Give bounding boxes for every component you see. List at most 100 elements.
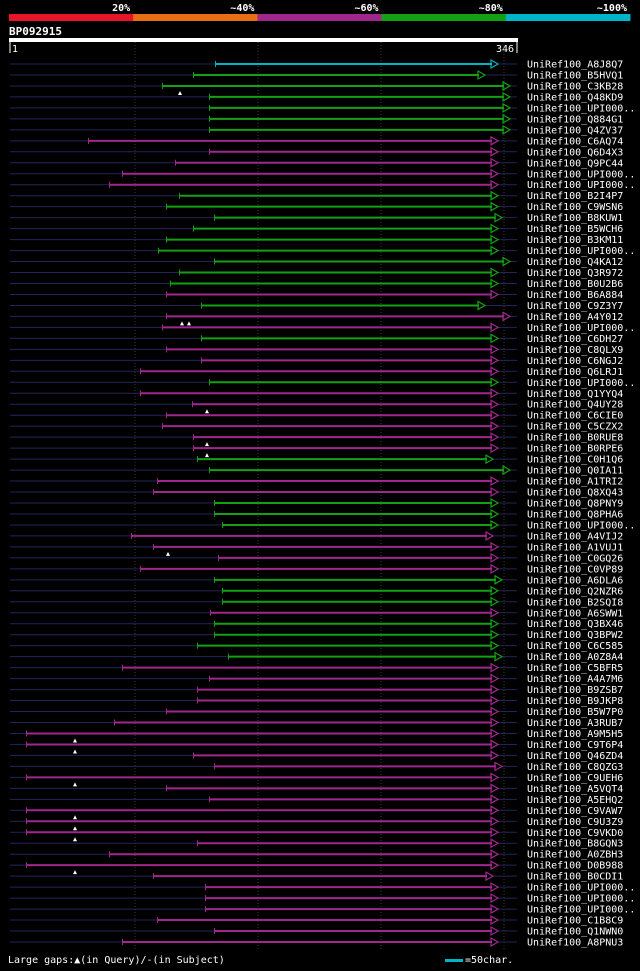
hit-row[interactable]: UniRef100_C6NGJ2 <box>10 355 623 367</box>
hit-label[interactable]: UniRef100_B5HVQ1 <box>527 70 623 81</box>
hit-row[interactable]: UniRef100_UPI000.. <box>10 322 635 334</box>
hit-row[interactable]: UniRef100_UPI000.. <box>10 245 635 257</box>
hit-row[interactable]: UniRef100_A8J8Q7 <box>10 58 623 71</box>
hit-row[interactable]: UniRef100_D0B988 <box>10 860 623 872</box>
hit-label[interactable]: UniRef100_Q1NWN0 <box>527 927 623 938</box>
hit-label[interactable]: UniRef100_B9ZSB7 <box>527 685 623 696</box>
hit-label[interactable]: UniRef100_Q2NZR6 <box>527 586 623 597</box>
hit-label[interactable]: UniRef100_B8KUW1 <box>527 213 623 224</box>
hit-label[interactable]: UniRef100_Q0IA11 <box>527 466 623 477</box>
hit-label[interactable]: UniRef100_C9U3Z9 <box>527 817 623 828</box>
hit-row[interactable]: UniRef100_C3KB28 <box>10 80 623 92</box>
hit-row[interactable]: UniRef100_C9Z3Y7 <box>10 300 623 312</box>
hit-row[interactable]: UniRef100_Q3BPW2 <box>10 629 623 641</box>
hit-row[interactable]: UniRef100_C9VKD0 <box>10 827 623 839</box>
hit-label[interactable]: UniRef100_Q6D4X3 <box>527 147 623 158</box>
hit-row[interactable]: UniRef100_Q2NZR6 <box>10 585 623 597</box>
hit-label[interactable]: UniRef100_C5CZX2 <box>527 422 623 433</box>
hit-label[interactable]: UniRef100_A8J8Q7 <box>527 60 623 71</box>
hit-label[interactable]: UniRef100_C0GQ26 <box>527 553 623 564</box>
hit-row[interactable]: UniRef100_C9T6P4 <box>10 739 623 751</box>
hit-label[interactable]: UniRef100_B2SQI8 <box>527 597 623 608</box>
hit-row[interactable]: UniRef100_UPI000.. <box>10 519 635 531</box>
hit-row[interactable]: UniRef100_A0Z8A4 <box>10 651 623 663</box>
hit-label[interactable]: UniRef100_Q8XQ43 <box>527 488 623 499</box>
hit-label[interactable]: UniRef100_Q8PHA6 <box>527 509 623 520</box>
hit-label[interactable]: UniRef100_UPI000.. <box>527 103 635 114</box>
hit-label[interactable]: UniRef100_Q884G1 <box>527 114 623 125</box>
hit-row[interactable]: UniRef100_B8KUW1 <box>10 212 623 224</box>
hit-row[interactable]: UniRef100_A1VUJ1 <box>10 541 623 553</box>
hit-row[interactable]: UniRef100_Q6LRJ1 <box>10 366 623 378</box>
hit-label[interactable]: UniRef100_Q4KA12 <box>527 257 623 268</box>
hit-label[interactable]: UniRef100_C8QZG3 <box>527 762 623 773</box>
hit-label[interactable]: UniRef100_Q3BPW2 <box>527 630 623 641</box>
hit-row[interactable]: UniRef100_A9M5H5 <box>10 728 623 740</box>
hit-row[interactable]: UniRef100_C9WSN6 <box>10 201 623 213</box>
hit-row[interactable]: UniRef100_Q48KD9 <box>10 91 623 103</box>
hit-row[interactable]: UniRef100_UPI000.. <box>10 904 635 916</box>
hit-label[interactable]: UniRef100_B0RUE8 <box>527 433 623 444</box>
hit-label[interactable]: UniRef100_C9VAW7 <box>527 806 623 817</box>
hit-label[interactable]: UniRef100_B8GQN3 <box>527 839 623 850</box>
hit-row[interactable]: UniRef100_B8GQN3 <box>10 838 623 850</box>
hit-label[interactable]: UniRef100_C6NGJ2 <box>527 356 623 367</box>
hit-row[interactable]: UniRef100_Q4KA12 <box>10 256 623 268</box>
hit-row[interactable]: UniRef100_B5HVQ1 <box>10 69 623 81</box>
hit-label[interactable]: UniRef100_C0VP89 <box>527 564 623 575</box>
hit-row[interactable]: UniRef100_Q0IA11 <box>10 465 623 477</box>
hit-row[interactable]: UniRef100_C1B8C9 <box>10 915 623 927</box>
hit-label[interactable]: UniRef100_C6AQ74 <box>527 136 623 147</box>
hit-row[interactable]: UniRef100_C9U3Z9 <box>10 816 623 828</box>
hit-label[interactable]: UniRef100_B2I4P7 <box>527 191 623 202</box>
hit-label[interactable]: UniRef100_B0U2B6 <box>527 279 623 290</box>
hit-row[interactable]: UniRef100_UPI000.. <box>10 179 635 191</box>
hit-label[interactable]: UniRef100_B0RPE6 <box>527 444 623 455</box>
hit-label[interactable]: UniRef100_B0CDI1 <box>527 872 623 883</box>
hit-label[interactable]: UniRef100_C0H1Q6 <box>527 455 623 466</box>
hit-label[interactable]: UniRef100_A0Z8A4 <box>527 652 623 663</box>
hit-label[interactable]: UniRef100_Q48KD9 <box>527 92 623 103</box>
hit-row[interactable]: UniRef100_C0H1Q6 <box>10 454 623 466</box>
hit-label[interactable]: UniRef100_UPI000.. <box>527 180 635 191</box>
hit-label[interactable]: UniRef100_C9UEH6 <box>527 773 623 784</box>
hit-label[interactable]: UniRef100_C8QLX9 <box>527 345 623 356</box>
hit-label[interactable]: UniRef100_B5WCH6 <box>527 224 623 235</box>
hit-row[interactable]: UniRef100_B0CDI1 <box>10 871 623 883</box>
hit-label[interactable]: UniRef100_C9T6P4 <box>527 740 623 751</box>
hit-label[interactable]: UniRef100_B9JKP8 <box>527 696 623 707</box>
hit-label[interactable]: UniRef100_A5VQT4 <box>527 784 623 795</box>
hit-row[interactable]: UniRef100_C0VP89 <box>10 563 623 575</box>
hit-row[interactable]: UniRef100_A1TRI2 <box>10 476 623 488</box>
hit-row[interactable]: UniRef100_UPI000.. <box>10 102 635 114</box>
hit-row[interactable]: UniRef100_A4VIJ2 <box>10 530 623 542</box>
hit-label[interactable]: UniRef100_A4A7M6 <box>527 674 623 685</box>
hit-label[interactable]: UniRef100_B5W7P0 <box>527 707 623 718</box>
hit-row[interactable]: UniRef100_Q4UY28 <box>10 399 623 411</box>
hit-label[interactable]: UniRef100_C6CIE0 <box>527 411 623 422</box>
hit-row[interactable]: UniRef100_Q3R972 <box>10 267 623 279</box>
hit-row[interactable]: UniRef100_UPI000.. <box>10 377 635 389</box>
hit-label[interactable]: UniRef100_Q46ZD4 <box>527 751 623 762</box>
hit-label[interactable]: UniRef100_A6SWW1 <box>527 608 623 619</box>
hit-row[interactable]: UniRef100_Q1YYQ4 <box>10 388 623 400</box>
hit-label[interactable]: UniRef100_A6DLA6 <box>527 575 623 586</box>
hit-label[interactable]: UniRef100_B3KM11 <box>527 235 623 246</box>
hit-row[interactable]: UniRef100_C9UEH6 <box>10 772 623 784</box>
hit-row[interactable]: UniRef100_Q884G1 <box>10 113 623 125</box>
hit-row[interactable]: UniRef100_A5EHQ2 <box>10 794 623 806</box>
hit-row[interactable]: UniRef100_B9JKP8 <box>10 695 623 707</box>
hit-row[interactable]: UniRef100_A6DLA6 <box>10 574 623 586</box>
hit-label[interactable]: UniRef100_C9VKD0 <box>527 828 623 839</box>
hit-label[interactable]: UniRef100_UPI000.. <box>527 883 635 894</box>
hit-row[interactable]: UniRef100_C6C585 <box>10 640 623 652</box>
hit-label[interactable]: UniRef100_C5BFR5 <box>527 663 623 674</box>
hit-label[interactable]: UniRef100_C9WSN6 <box>527 202 623 213</box>
hit-row[interactable]: UniRef100_Q8PHA6 <box>10 508 623 520</box>
hit-label[interactable]: UniRef100_Q6LRJ1 <box>527 367 623 378</box>
hit-label[interactable]: UniRef100_C3KB28 <box>527 81 623 92</box>
hit-label[interactable]: UniRef100_A0ZBH3 <box>527 850 623 861</box>
hit-row[interactable]: UniRef100_C6CIE0 <box>10 410 623 422</box>
hit-label[interactable]: UniRef100_UPI000.. <box>527 520 635 531</box>
hit-label[interactable]: UniRef100_Q9PC44 <box>527 158 623 169</box>
